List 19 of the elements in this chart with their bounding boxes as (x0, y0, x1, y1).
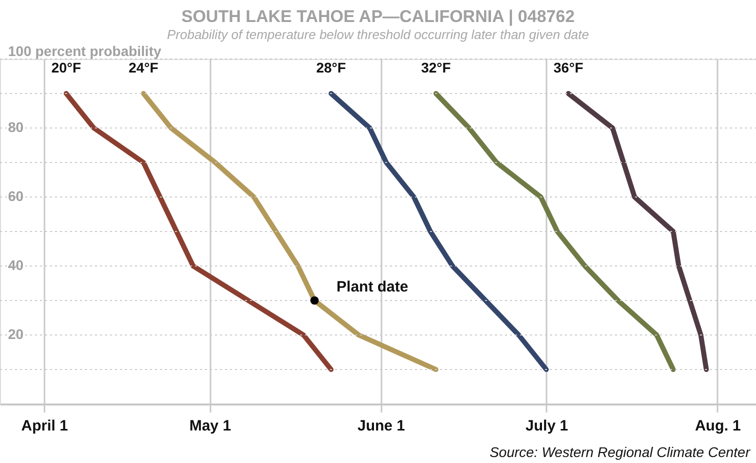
chart-subtitle: Probability of temperature below threshold occurring later than given date (166, 27, 590, 42)
series-label: 24°F (128, 60, 159, 76)
y-tick-label: 60 (8, 188, 24, 204)
x-tick-label: April 1 (21, 418, 68, 434)
x-tick-label: Aug. 1 (694, 418, 741, 434)
x-tick-label: July 1 (526, 418, 568, 434)
y-tick-label: 80 (8, 119, 24, 135)
y-tick-label: 20 (8, 326, 24, 342)
series-label: 32°F (421, 60, 452, 76)
chart-title: SOUTH LAKE TAHOE AP—CALIFORNIA | 048762 (181, 7, 575, 26)
y-tick-label: 40 (8, 257, 24, 273)
series-label: 20°F (51, 60, 82, 76)
series-label: 28°F (316, 60, 346, 76)
y-tick-label: 100 percent probability (8, 43, 162, 59)
series-label: 36°F (554, 60, 584, 76)
x-tick-label: May 1 (189, 418, 232, 434)
source-note: Source: Western Regional Climate Center (490, 444, 752, 460)
x-tick-label: June 1 (357, 418, 406, 434)
annotation: Plant date (336, 278, 408, 296)
